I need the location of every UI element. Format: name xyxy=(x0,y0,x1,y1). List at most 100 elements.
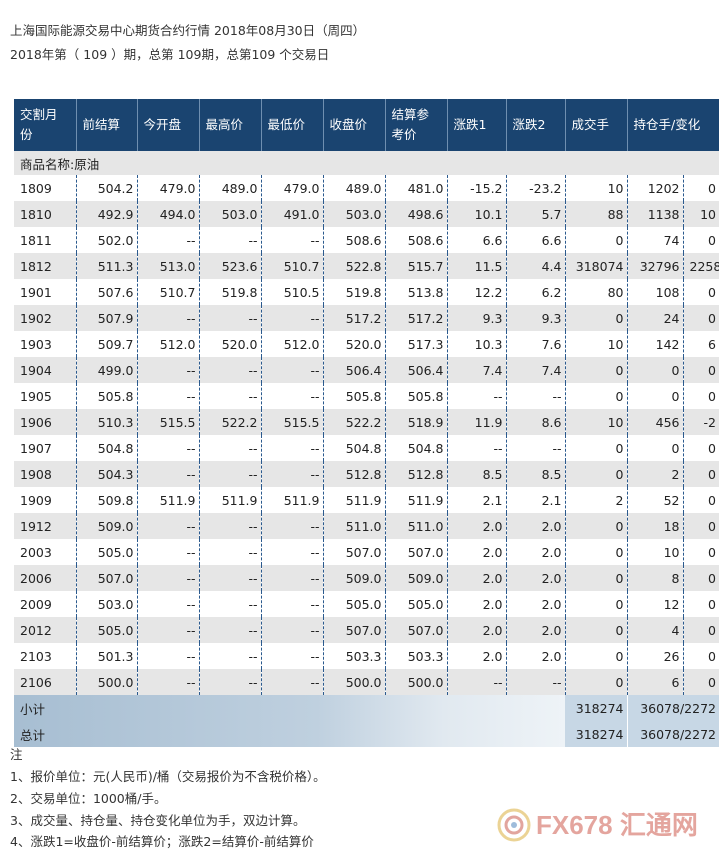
cell-delivery-month: 1907 xyxy=(14,435,77,461)
table-row: 2006 507.0 -- -- -- 509.0 509.0 2.0 2.0 0 8 0 xyxy=(14,565,719,591)
cell-change1: 11.9 xyxy=(447,409,507,435)
cell-close: 508.6 xyxy=(323,227,386,253)
cell-ref-settle: 508.6 xyxy=(385,227,448,253)
cell-open: -- xyxy=(137,357,200,383)
cell-change1: 2.0 xyxy=(447,539,507,565)
cell-high: -- xyxy=(199,461,262,487)
cell-change2: 2.0 xyxy=(506,643,566,669)
col-header-volume: 成交手 xyxy=(565,99,628,151)
cell-high: 503.0 xyxy=(199,201,262,227)
table-row: 2103 501.3 -- -- -- 503.3 503.3 2.0 2.0 0 26 0 xyxy=(14,643,719,669)
col-header-open: 今开盘 xyxy=(137,99,200,151)
col-header-close: 收盘价 xyxy=(323,99,386,151)
cell-open: -- xyxy=(137,513,200,539)
cell-low: -- xyxy=(261,591,324,617)
cell-delivery-month: 2103 xyxy=(14,643,77,669)
cell-ref-settle: 518.9 xyxy=(385,409,448,435)
cell-high: 520.0 xyxy=(199,331,262,357)
table-row: 1902 507.9 -- -- -- 517.2 517.2 9.3 9.3 0 24 0 xyxy=(14,305,719,331)
cell-delivery-month: 1901 xyxy=(14,279,77,305)
cell-open-interest: 2 xyxy=(627,461,684,487)
cell-change1: -15.2 xyxy=(447,175,507,201)
cell-prev-settle: 509.0 xyxy=(76,513,138,539)
cell-high: -- xyxy=(199,591,262,617)
cell-prev-settle: 510.3 xyxy=(76,409,138,435)
table-row: 1901 507.6 510.7 519.8 510.5 519.8 513.8 12.2 6.… xyxy=(14,279,719,305)
cell-high: 519.8 xyxy=(199,279,262,305)
cell-prev-settle: 499.0 xyxy=(76,357,138,383)
col-header-change2: 涨跌2 xyxy=(506,99,566,151)
cell-close: 489.0 xyxy=(323,175,386,201)
cell-change2: 7.4 xyxy=(506,357,566,383)
cell-close: 512.8 xyxy=(323,461,386,487)
cell-close: 511.0 xyxy=(323,513,386,539)
cell-low: 491.0 xyxy=(261,201,324,227)
cell-open: -- xyxy=(137,305,200,331)
cell-oi-change: 0 xyxy=(683,487,719,513)
cell-open: -- xyxy=(137,669,200,695)
notes-title: 注 xyxy=(10,747,23,762)
table-row: 1909 509.8 511.9 511.9 511.9 511.9 511.9 2.1 2.1… xyxy=(14,487,719,513)
cell-high: -- xyxy=(199,565,262,591)
table-row: 1907 504.8 -- -- -- 504.8 504.8 -- -- 0 0 0 xyxy=(14,435,719,461)
cell-change2: 2.0 xyxy=(506,513,566,539)
table-row: 2012 505.0 -- -- -- 507.0 507.0 2.0 2.0 0 4 0 xyxy=(14,617,719,643)
cell-oi-change: 0 xyxy=(683,565,719,591)
cell-oi-change: 0 xyxy=(683,435,719,461)
cell-open-interest: 4 xyxy=(627,617,684,643)
col-header-change1: 涨跌1 xyxy=(447,99,507,151)
cell-volume: 80 xyxy=(565,279,628,305)
cell-prev-settle: 500.0 xyxy=(76,669,138,695)
cell-volume: 0 xyxy=(565,513,628,539)
cell-oi-change: 6 xyxy=(683,331,719,357)
cell-oi-change: 0 xyxy=(683,513,719,539)
total-row: 总计 318274 36078/2272 xyxy=(14,721,719,747)
cell-delivery-month: 1811 xyxy=(14,227,77,253)
cell-close: 507.0 xyxy=(323,617,386,643)
cell-open: 512.0 xyxy=(137,331,200,357)
cell-open: -- xyxy=(137,539,200,565)
cell-change2: 6.6 xyxy=(506,227,566,253)
cell-change1: 10.1 xyxy=(447,201,507,227)
total-row-open-interest: 36078/2272 xyxy=(627,721,719,747)
cell-oi-change: 0 xyxy=(683,175,719,201)
cell-ref-settle: 515.7 xyxy=(385,253,448,279)
cell-ref-settle: 505.8 xyxy=(385,383,448,409)
cell-close: 505.0 xyxy=(323,591,386,617)
cell-change1: 11.5 xyxy=(447,253,507,279)
cell-volume: 0 xyxy=(565,617,628,643)
cell-high: -- xyxy=(199,617,262,643)
cell-change1: 2.0 xyxy=(447,643,507,669)
cell-change2: 6.2 xyxy=(506,279,566,305)
cell-open: -- xyxy=(137,227,200,253)
table-row: 1903 509.7 512.0 520.0 512.0 520.0 517.3 10.3 7.… xyxy=(14,331,719,357)
cell-ref-settle: 505.0 xyxy=(385,591,448,617)
cell-oi-change: 0 xyxy=(683,669,719,695)
cell-change2: 5.7 xyxy=(506,201,566,227)
cell-prev-settle: 507.9 xyxy=(76,305,138,331)
cell-close: 520.0 xyxy=(323,331,386,357)
col-header-delivery-month: 交割月份 xyxy=(14,99,77,151)
col-header-low: 最低价 xyxy=(261,99,324,151)
cell-change2: 8.6 xyxy=(506,409,566,435)
cell-open-interest: 0 xyxy=(627,383,684,409)
futures-quote-table: 交割月份 前结算 今开盘 最高价 最低价 收盘价 结算参考价 涨跌1 涨跌2 成… xyxy=(14,99,719,747)
cell-change2: 8.5 xyxy=(506,461,566,487)
table-row: 2003 505.0 -- -- -- 507.0 507.0 2.0 2.0 0 10 0 xyxy=(14,539,719,565)
cell-ref-settle: 503.3 xyxy=(385,643,448,669)
cell-ref-settle: 498.6 xyxy=(385,201,448,227)
cell-oi-change: 0 xyxy=(683,539,719,565)
cell-delivery-month: 1810 xyxy=(14,201,77,227)
cell-open-interest: 0 xyxy=(627,357,684,383)
subtotal-row: 小计 318274 36078/2272 xyxy=(14,695,719,721)
cell-volume: 0 xyxy=(565,565,628,591)
cell-low: 510.5 xyxy=(261,279,324,305)
col-header-prev-settle: 前结算 xyxy=(76,99,138,151)
cell-low: -- xyxy=(261,669,324,695)
cell-ref-settle: 500.0 xyxy=(385,669,448,695)
cell-delivery-month: 1905 xyxy=(14,383,77,409)
cell-change1: 12.2 xyxy=(447,279,507,305)
cell-open-interest: 0 xyxy=(627,435,684,461)
table-row: 1811 502.0 -- -- -- 508.6 508.6 6.6 6.6 0 74 0 xyxy=(14,227,719,253)
cell-low: -- xyxy=(261,435,324,461)
